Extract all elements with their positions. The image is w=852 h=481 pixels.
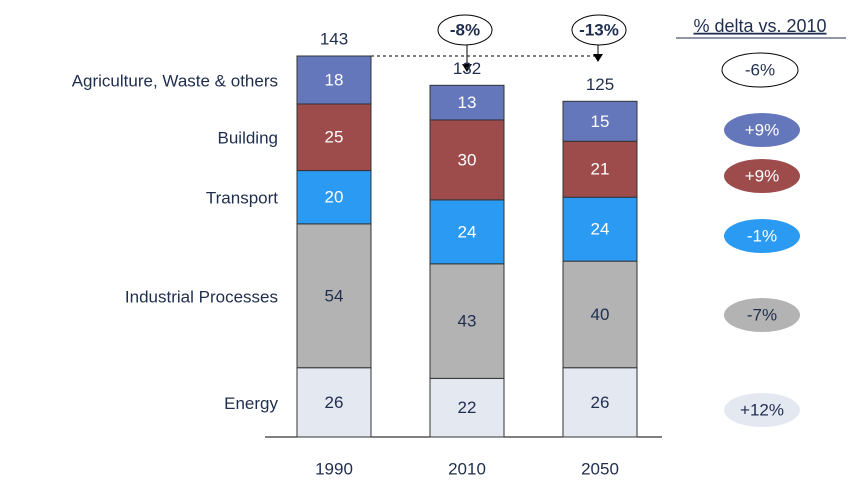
value-label: 15 xyxy=(591,112,610,131)
delta-badge xyxy=(721,52,799,88)
series-label: Industrial Processes xyxy=(125,287,278,306)
bar-segment xyxy=(562,100,638,142)
delta-label: +9% xyxy=(745,166,780,185)
delta-label: -6% xyxy=(745,60,775,79)
arrow-head xyxy=(593,54,603,62)
value-label: 24 xyxy=(591,220,610,239)
value-label: 18 xyxy=(325,70,344,89)
delta-badge xyxy=(724,113,800,147)
delta-label: +9% xyxy=(745,120,780,139)
x-tick-label: 1990 xyxy=(315,459,353,478)
delta-label: -7% xyxy=(747,305,777,324)
bar-segment xyxy=(296,55,372,105)
series-label: Agriculture, Waste & others xyxy=(72,71,278,90)
bar-segment xyxy=(296,103,372,172)
value-label: 26 xyxy=(591,393,610,412)
value-label: 22 xyxy=(458,398,477,417)
series-label: Transport xyxy=(206,189,278,208)
total-label: 125 xyxy=(586,75,614,94)
value-label: 13 xyxy=(458,93,477,112)
delta-badge xyxy=(724,393,800,427)
total-label: 132 xyxy=(453,59,481,78)
delta-badge xyxy=(724,219,800,253)
delta-badge xyxy=(724,159,800,193)
bar-segment xyxy=(562,260,638,369)
bar-segment xyxy=(429,377,505,438)
value-label: 25 xyxy=(325,128,344,147)
total-label: 143 xyxy=(320,29,348,48)
change-badge xyxy=(571,14,627,46)
value-label: 54 xyxy=(325,286,344,305)
bar-segment xyxy=(562,140,638,198)
series-label: Energy xyxy=(224,394,278,413)
value-label: 26 xyxy=(325,393,344,412)
value-label: 30 xyxy=(458,150,477,169)
x-tick-label: 2010 xyxy=(448,459,486,478)
bar-segment xyxy=(429,263,505,379)
change-label: -8% xyxy=(450,20,480,39)
value-label: 20 xyxy=(325,188,344,207)
bar-segment xyxy=(429,84,505,121)
bar-segment xyxy=(429,199,505,265)
value-label: 21 xyxy=(591,160,610,179)
delta-title: % delta vs. 2010 xyxy=(693,16,826,36)
value-label: 40 xyxy=(591,305,610,324)
delta-badge xyxy=(724,298,800,332)
series-label: Building xyxy=(218,129,279,148)
bar-segment xyxy=(296,170,372,225)
delta-label: +12% xyxy=(740,400,784,419)
bar-segment xyxy=(562,367,638,438)
value-label: 43 xyxy=(458,312,477,331)
bar-segment xyxy=(429,119,505,201)
value-label: 24 xyxy=(458,222,477,241)
change-badge xyxy=(437,14,493,46)
change-label: -13% xyxy=(579,20,619,39)
bar-segment xyxy=(296,367,372,438)
arrow-head xyxy=(462,64,472,72)
x-tick-label: 2050 xyxy=(581,459,619,478)
delta-label: -1% xyxy=(747,226,777,245)
